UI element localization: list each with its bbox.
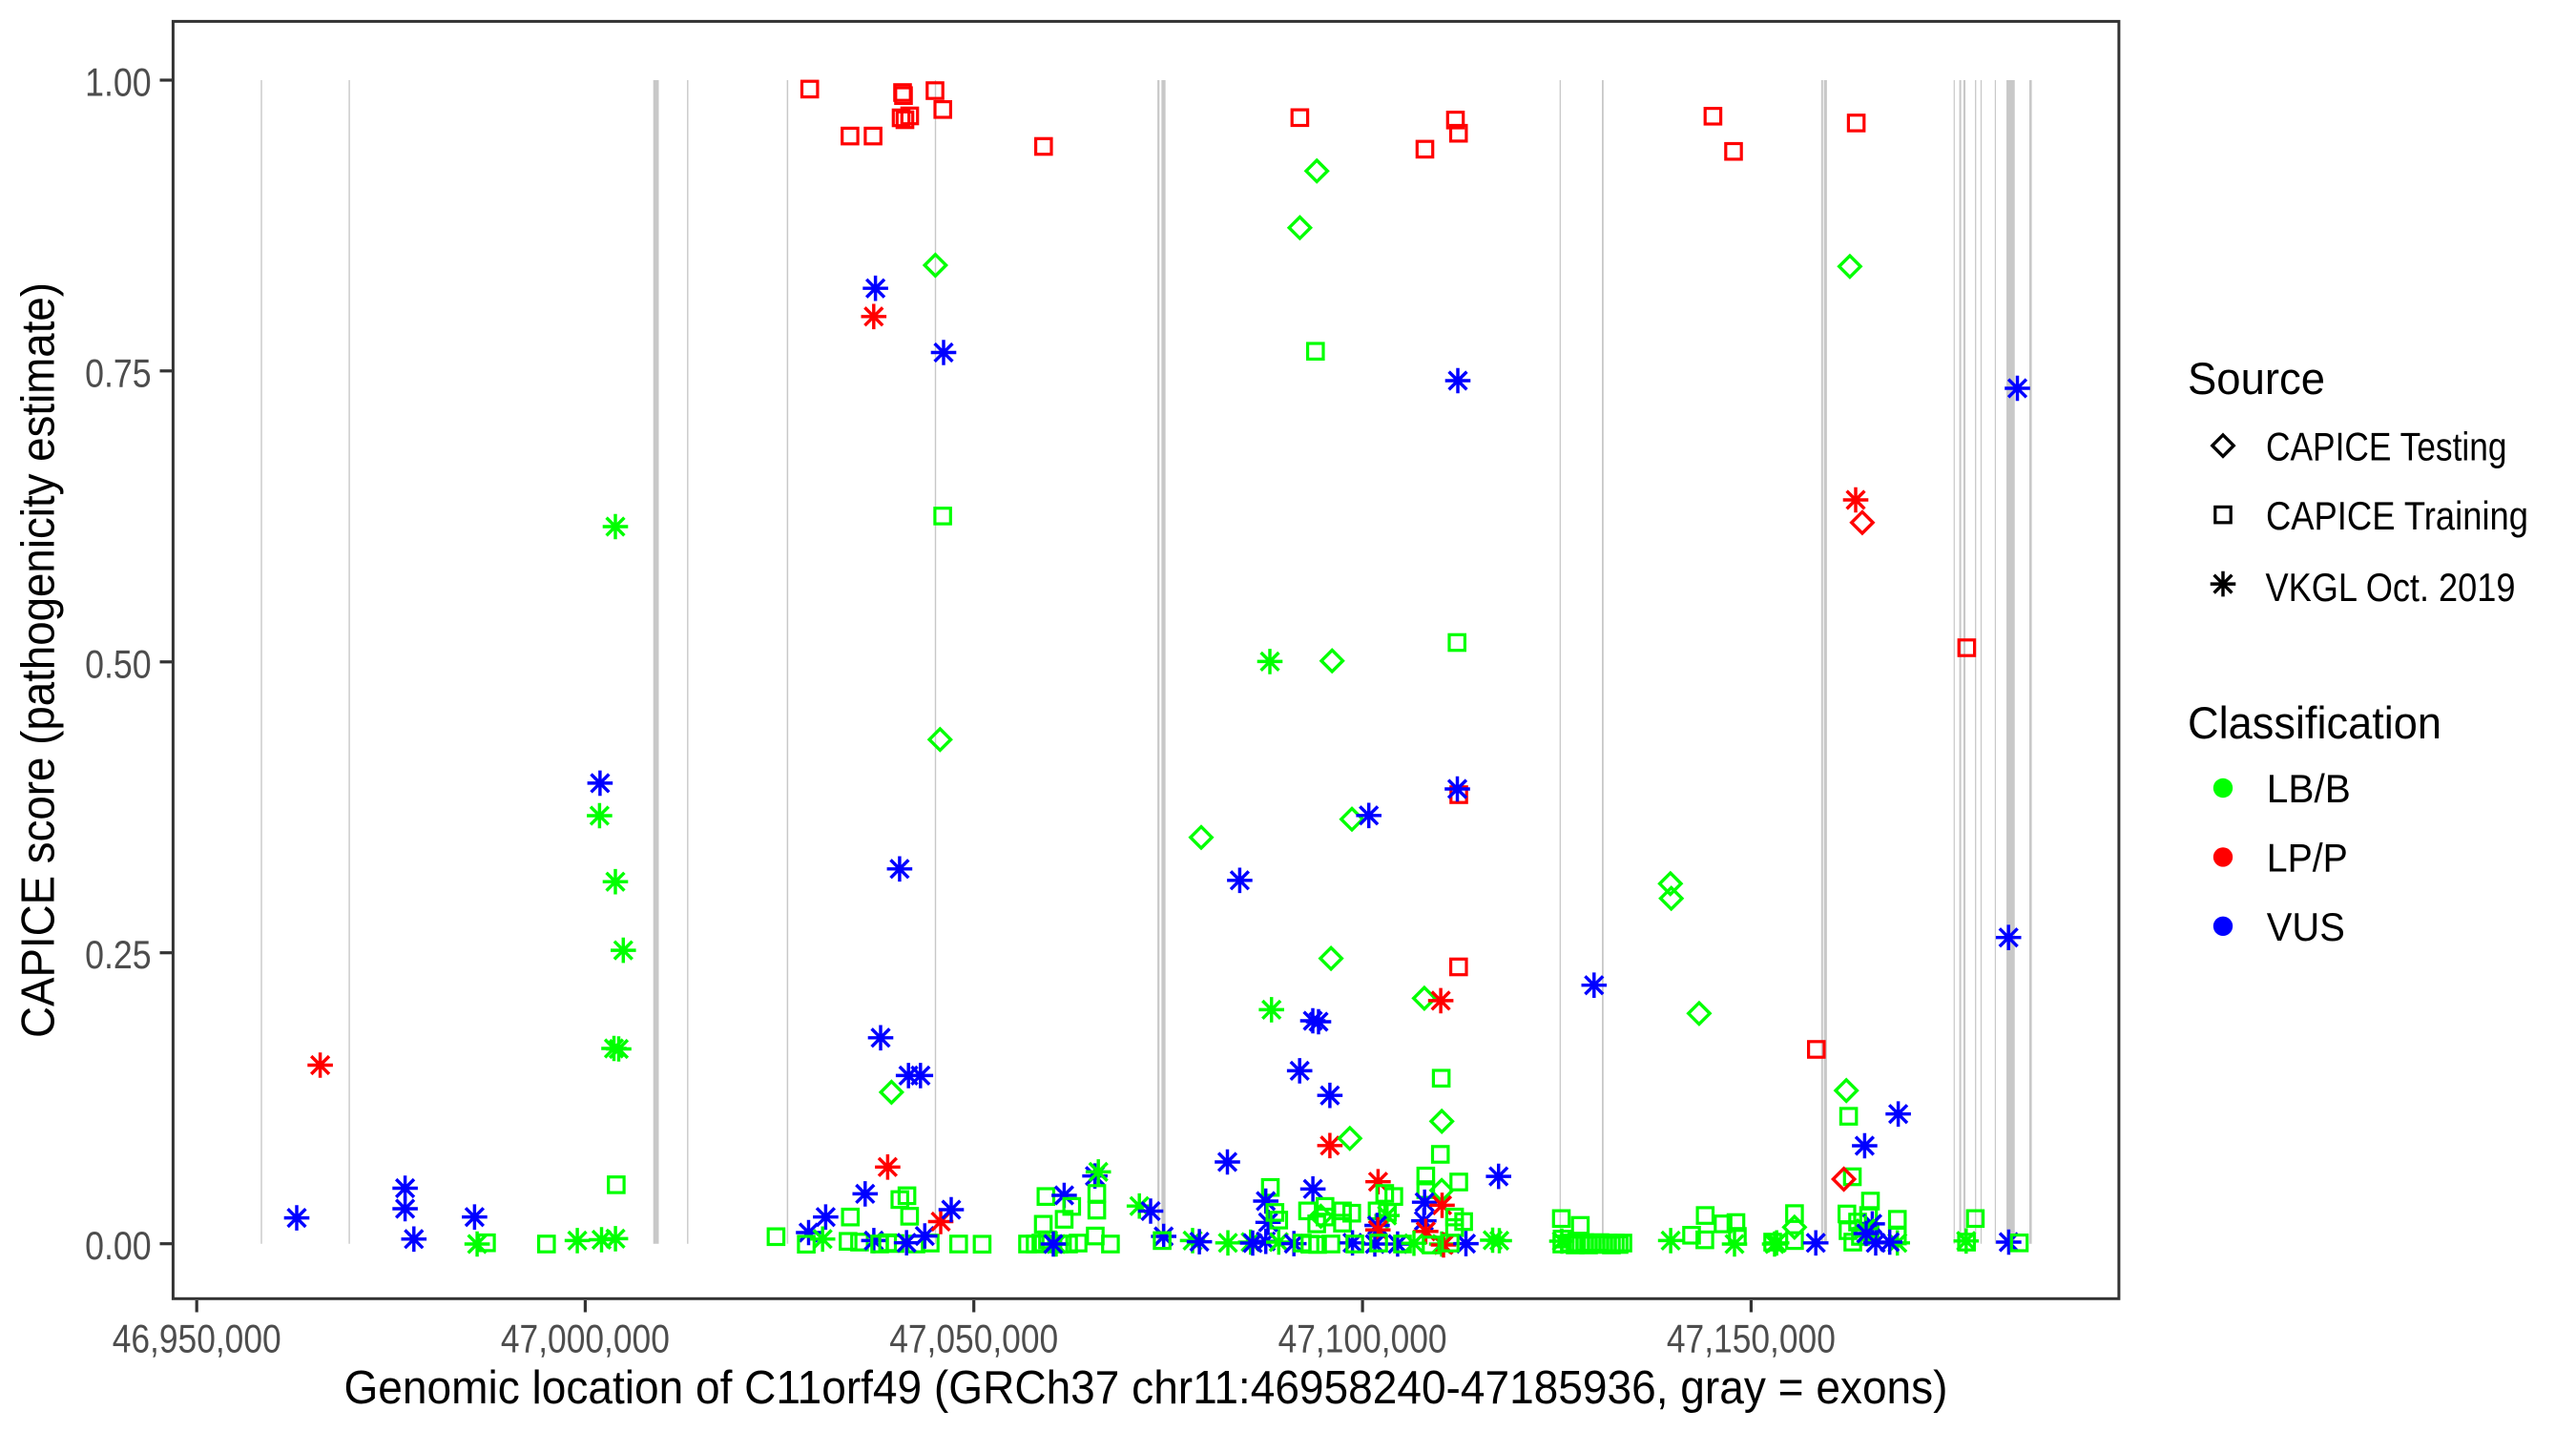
svg-text:LB/B: LB/B (2267, 766, 2351, 811)
svg-text:LP/P: LP/P (2267, 836, 2348, 881)
svg-text:46,950,000: 46,950,000 (113, 1317, 281, 1361)
svg-text:0.00: 0.00 (85, 1223, 152, 1268)
svg-text:47,050,000: 47,050,000 (889, 1317, 1058, 1361)
svg-text:CAPICE score (pathogenicity es: CAPICE score (pathogenicity estimate) (13, 282, 65, 1038)
svg-text:0.75: 0.75 (85, 350, 152, 395)
svg-text:Genomic location of C11orf49 (: Genomic location of C11orf49 (GRCh37 chr… (344, 1361, 1948, 1414)
svg-text:CAPICE Testing: CAPICE Testing (2266, 424, 2507, 468)
svg-text:VUS: VUS (2267, 904, 2345, 949)
svg-text:VKGL Oct. 2019: VKGL Oct. 2019 (2266, 565, 2516, 610)
svg-text:47,100,000: 47,100,000 (1278, 1317, 1447, 1361)
svg-text:47,150,000: 47,150,000 (1667, 1317, 1836, 1361)
svg-text:CAPICE Training: CAPICE Training (2266, 493, 2528, 538)
svg-text:Source: Source (2188, 354, 2325, 404)
svg-text:0.25: 0.25 (85, 932, 152, 977)
svg-text:47,000,000: 47,000,000 (501, 1317, 670, 1361)
svg-text:0.50: 0.50 (85, 641, 152, 686)
svg-text:Classification: Classification (2188, 698, 2441, 749)
svg-text:1.00: 1.00 (85, 60, 152, 105)
